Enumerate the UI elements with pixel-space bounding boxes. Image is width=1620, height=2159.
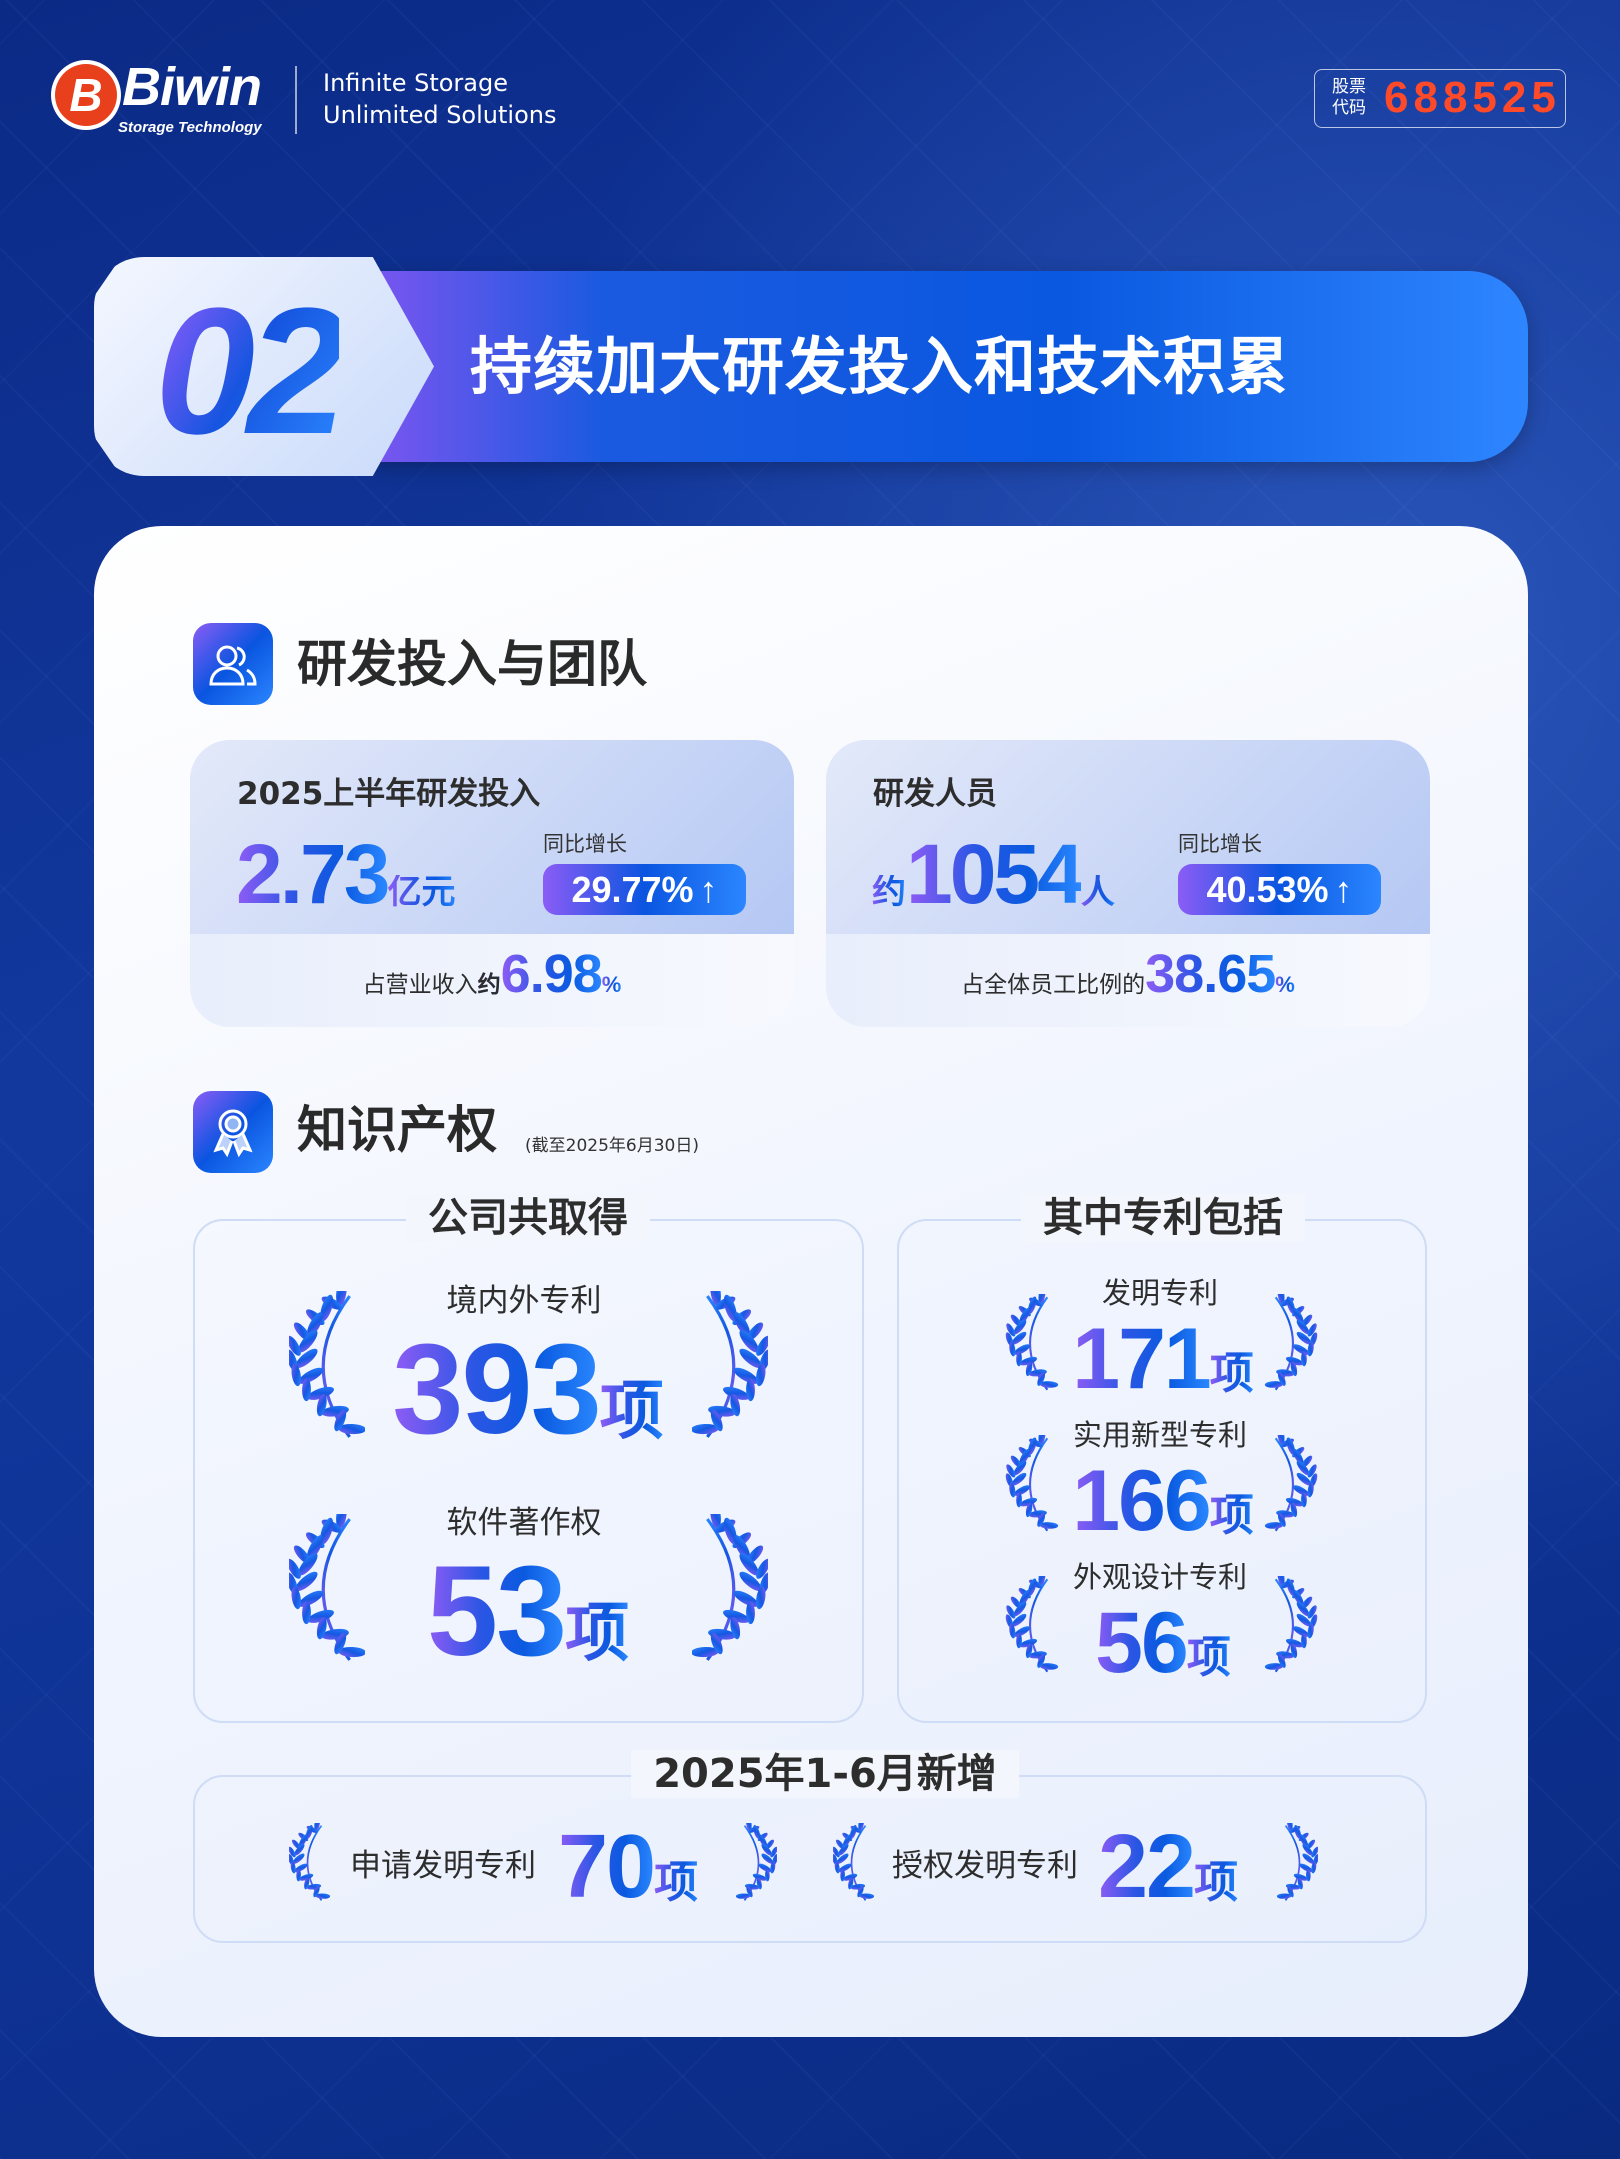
laurel-icon [833, 1823, 874, 1903]
laurel-icon [736, 1823, 777, 1903]
laurel-icon [1005, 1576, 1060, 1675]
ip-date-note: (截至2025年6月30日) [525, 1136, 699, 1156]
applied-invention-value: 70 项 [558, 1817, 699, 1917]
logo-subtitle: Storage Technology [118, 119, 262, 136]
laurel-icon [1005, 1294, 1060, 1393]
yoy-label: 同比增长 [543, 832, 627, 856]
investment-title: 2025上半年研发投入 [237, 776, 541, 812]
yoy-badge: 40.53% ↑ [1178, 864, 1381, 915]
logo-mark: B [55, 64, 117, 126]
patent-total-label: 境内外专利 [446, 1283, 602, 1319]
laurel-icon [1263, 1435, 1318, 1534]
laurel-icon [289, 1823, 330, 1903]
ip-total-title: 公司共取得 [406, 1194, 650, 1242]
software-copyright-value: 53 项 [426, 1540, 630, 1683]
applied-invention-label: 申请发明专利 [350, 1848, 536, 1884]
granted-invention-label: 授权发明专利 [892, 1848, 1078, 1884]
yoy-badge: 29.77% ↑ [543, 864, 746, 915]
rd-investment-card: 2025上半年研发投入 2.73 亿元 同比增长 29.77% ↑ 占营业收入约 6.… [190, 740, 794, 1027]
slogan-line-2: Unlimited Solutions [323, 101, 557, 129]
laurel-icon [1263, 1294, 1318, 1393]
stock-code-box [1314, 69, 1566, 128]
stock-label: 股票 代码 [1332, 77, 1366, 118]
arrow-up-icon: ↑ [699, 868, 718, 910]
staff-value: 约 1054 人 [872, 827, 1115, 921]
laurel-icon [1277, 1823, 1318, 1903]
invention-patent-value: 171 项 [1072, 1311, 1254, 1407]
section-banner-title: 持续加大研发投入和技术积累 [470, 330, 1290, 403]
patent-breakdown-title: 其中专利包括 [1021, 1194, 1305, 1242]
rd-staff-card: 研发人员 约 1054 人 同比增长 40.53% ↑ 占全体员工比例的 38.65% [826, 740, 1430, 1027]
header-divider [295, 66, 297, 134]
yoy-label: 同比增长 [1178, 832, 1262, 856]
software-copyright-label: 软件著作权 [446, 1505, 602, 1541]
stock-code: 688525 [1384, 73, 1561, 122]
laurel-icon [692, 1514, 768, 1665]
banner-number-tile [94, 257, 434, 476]
investment-value: 2.73 亿元 [236, 827, 456, 921]
laurel-icon [289, 1514, 365, 1665]
team-icon [193, 623, 273, 705]
staff-ratio: 占全体员工比例的 38.65% [961, 944, 1295, 1004]
rd-section-title: 研发投入与团队 [297, 635, 647, 693]
laurel-icon [289, 1291, 365, 1442]
design-patent-value: 56 项 [1095, 1595, 1231, 1691]
section-banner [372, 271, 1528, 462]
new-patents-title: 2025年1-6月新增 [631, 1750, 1019, 1798]
invention-patent-label: 发明专利 [1101, 1276, 1219, 1310]
revenue-ratio: 占营业收入约 6.98% [362, 944, 622, 1004]
award-ribbon-icon [193, 1091, 273, 1173]
laurel-icon [1263, 1576, 1318, 1675]
laurel-icon [1005, 1435, 1060, 1534]
logo-wordmark: Biwin [122, 57, 262, 117]
laurel-icon [692, 1291, 768, 1442]
section-number: 02 [155, 271, 347, 472]
design-patent-label: 外观设计专利 [1072, 1560, 1248, 1594]
slogan-line-1: Infinite Storage [323, 69, 508, 97]
ip-section-title: 知识产权 [297, 1101, 497, 1159]
staff-title: 研发人员 [873, 776, 997, 812]
arrow-up-icon: ↑ [1334, 868, 1353, 910]
utility-patent-label: 实用新型专利 [1072, 1418, 1248, 1452]
granted-invention-value: 22 项 [1098, 1817, 1239, 1917]
patent-total-value: 393 项 [392, 1318, 664, 1461]
utility-patent-value: 166 项 [1072, 1453, 1254, 1549]
